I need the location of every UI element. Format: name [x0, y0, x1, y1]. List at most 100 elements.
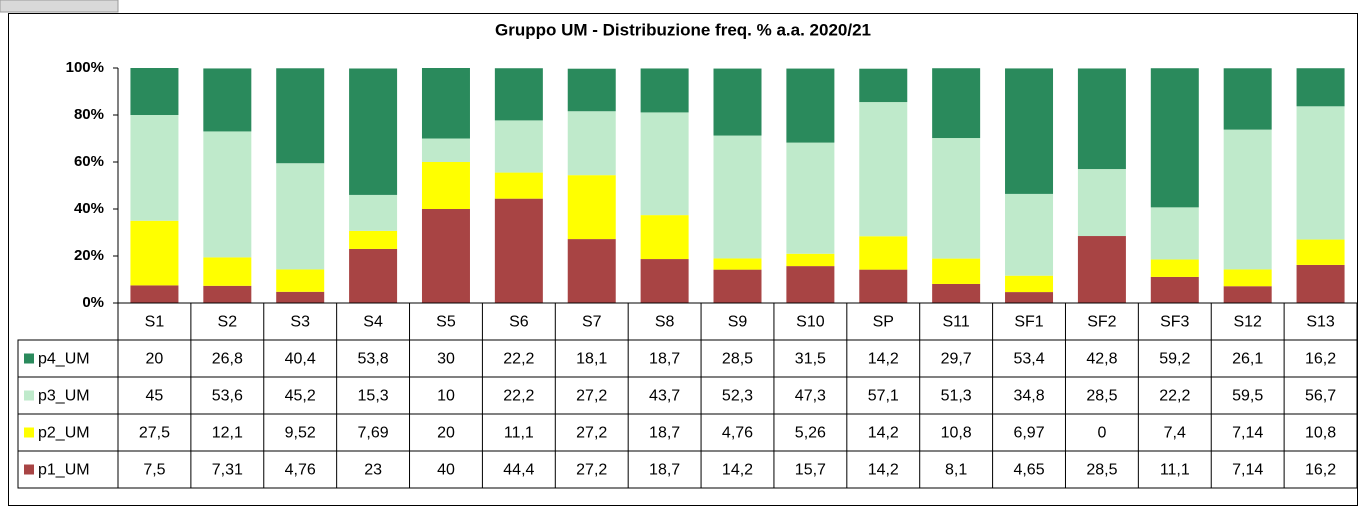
table-value: 7,31 — [212, 462, 243, 479]
bar-segment — [1150, 207, 1199, 260]
bar-segment — [1005, 68, 1054, 194]
x-tick-label: S8 — [655, 314, 675, 331]
table-value: 45 — [146, 388, 164, 405]
y-tick-label: 60% — [74, 153, 104, 170]
bar-segment — [276, 68, 325, 164]
table-value: 16,2 — [1305, 351, 1336, 368]
bar-segment — [1296, 239, 1345, 265]
x-tick-label: SF2 — [1087, 314, 1116, 331]
bar-segment — [567, 239, 616, 303]
table-value: 27,5 — [139, 425, 170, 442]
bar-segment — [713, 135, 762, 259]
bar-segment — [640, 215, 689, 260]
table-value: 47,3 — [795, 388, 826, 405]
table-value: 51,3 — [941, 388, 972, 405]
table-value: 44,4 — [503, 462, 534, 479]
bar-segment — [786, 68, 835, 143]
table-value: 15,3 — [358, 388, 389, 405]
table-value: 23 — [364, 462, 382, 479]
bar-segment — [1005, 193, 1054, 276]
x-tick-label: S9 — [728, 314, 748, 331]
table-value: 15,7 — [795, 462, 826, 479]
bar-segment — [859, 236, 908, 270]
table-value: 42,8 — [1086, 351, 1117, 368]
bar-segment — [421, 68, 470, 139]
bar-segment — [1150, 68, 1199, 208]
bar-segment — [130, 68, 179, 115]
bar-segment — [640, 259, 689, 303]
bar-segment — [567, 111, 616, 176]
table-value: 57,1 — [868, 388, 899, 405]
table-value: 7,14 — [1232, 462, 1263, 479]
bar-segment — [349, 194, 398, 231]
bar-segment — [349, 248, 398, 303]
bar-segment — [494, 198, 543, 303]
table-value: 9,52 — [285, 425, 316, 442]
y-tick-label: 40% — [74, 200, 104, 217]
table-value: 52,3 — [722, 388, 753, 405]
x-tick-label: SF1 — [1014, 314, 1043, 331]
bar-segment — [130, 115, 179, 221]
bar-segment — [276, 163, 325, 270]
bar-segment — [130, 220, 179, 286]
bar-segment — [1005, 292, 1054, 303]
bar-segment — [1077, 68, 1126, 170]
table-value: 27,2 — [576, 425, 607, 442]
table-value: 53,8 — [358, 351, 389, 368]
x-tick-label: S1 — [145, 314, 165, 331]
x-tick-label: SF3 — [1160, 314, 1189, 331]
bar-segment — [276, 291, 325, 303]
table-value: 14,2 — [868, 351, 899, 368]
bar-segment — [203, 131, 252, 258]
table-value: 28,5 — [1086, 388, 1117, 405]
bar-segment — [1296, 264, 1345, 303]
bar-segment — [786, 266, 835, 303]
table-value: 26,8 — [212, 351, 243, 368]
table-value: 26,1 — [1232, 351, 1263, 368]
bar-segment — [640, 68, 689, 113]
bar-segment — [567, 68, 616, 112]
x-tick-label: SP — [873, 314, 894, 331]
bar-segment — [494, 68, 543, 121]
table-value: 7,5 — [143, 462, 165, 479]
bar-segment — [1223, 68, 1272, 130]
bar-segment — [640, 112, 689, 216]
table-value: 34,8 — [1013, 388, 1044, 405]
bar-segment — [421, 209, 470, 303]
table-value: 59,5 — [1232, 388, 1263, 405]
table-value: 22,2 — [503, 351, 534, 368]
bar-segment — [932, 258, 981, 284]
bar-segment — [494, 120, 543, 173]
table-value: 27,2 — [576, 462, 607, 479]
chart-title: Gruppo UM - Distribuzione freq. % a.a. 2… — [495, 20, 871, 39]
tab — [0, 0, 119, 13]
table-value: 7,69 — [358, 425, 389, 442]
table-value: 30 — [437, 351, 455, 368]
x-tick-label: S4 — [363, 314, 383, 331]
bar-segment — [1223, 286, 1272, 303]
table-value: 14,2 — [868, 425, 899, 442]
table-value: 22,2 — [503, 388, 534, 405]
table-value: 56,7 — [1305, 388, 1336, 405]
bar-segment — [130, 285, 179, 303]
table-value: 5,26 — [795, 425, 826, 442]
bar-segment — [1005, 275, 1054, 293]
bar-segment — [276, 269, 325, 292]
bar-segment — [421, 162, 470, 209]
table-value: 10,8 — [1305, 425, 1336, 442]
table-value: 10,8 — [941, 425, 972, 442]
bar-segment — [1150, 259, 1199, 277]
table-value: 0 — [1097, 425, 1106, 442]
table-value: 31,5 — [795, 351, 826, 368]
legend-key — [24, 464, 34, 475]
table-value: 4,65 — [1013, 462, 1044, 479]
bar-segment — [932, 138, 981, 259]
bar-segment — [1296, 68, 1345, 107]
bar-segment — [1296, 106, 1345, 240]
bar-segment — [203, 68, 252, 132]
table-value: 40,4 — [285, 351, 316, 368]
table-value: 7,14 — [1232, 425, 1263, 442]
bar-segment — [713, 68, 762, 136]
bar-segment — [932, 68, 981, 139]
